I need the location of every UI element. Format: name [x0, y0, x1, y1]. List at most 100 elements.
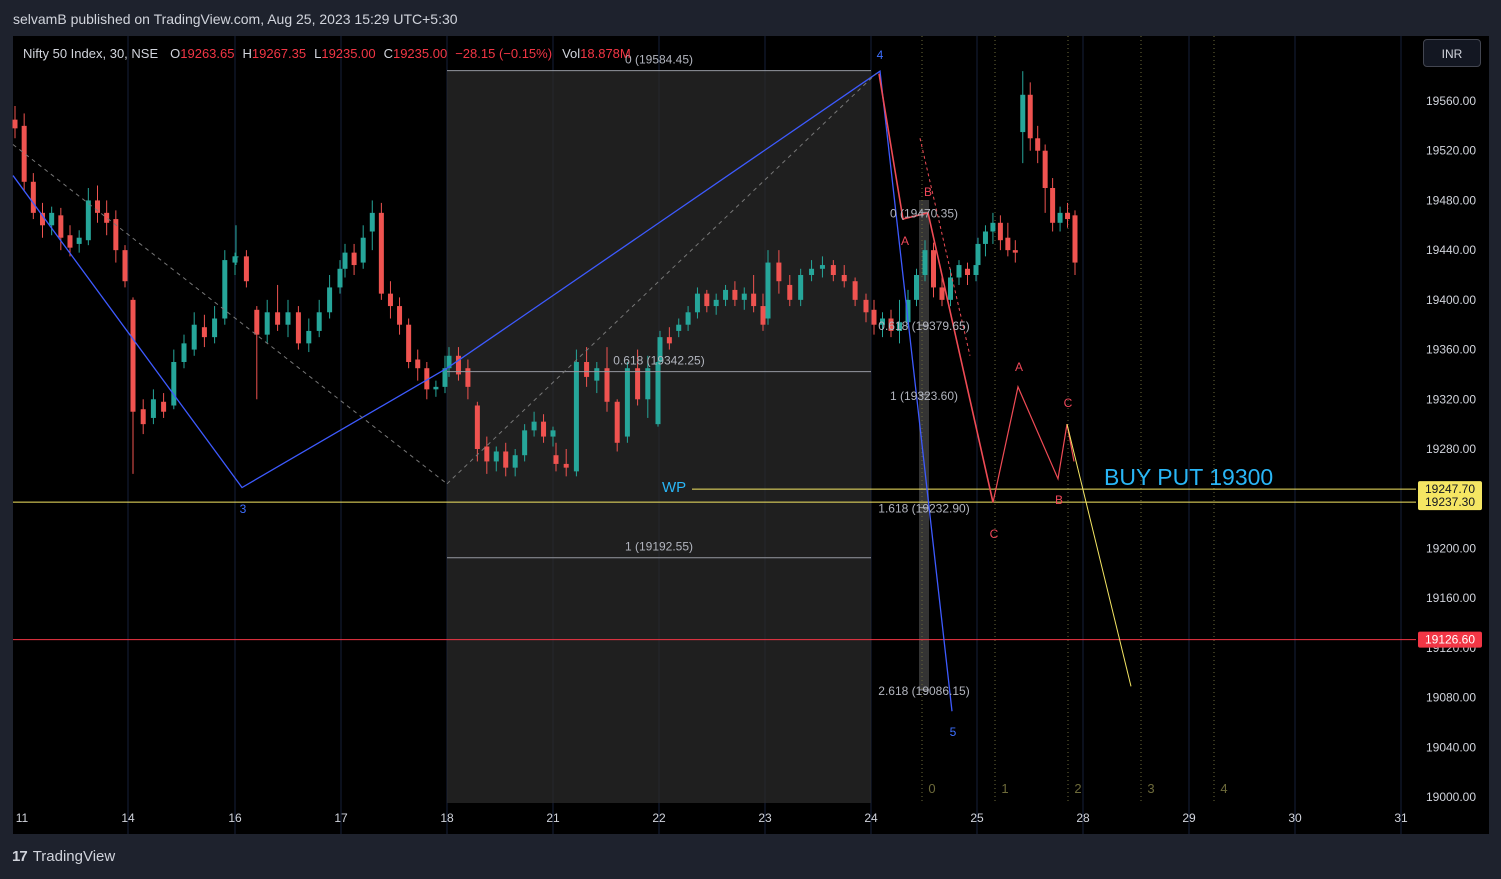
candle-down — [113, 219, 119, 251]
fib-level-label: 1.618 (19232.90) — [878, 502, 969, 516]
time-tick-label: 17 — [334, 811, 348, 825]
trend-dashed-line — [12, 144, 448, 485]
candle-up — [342, 252, 348, 269]
candle-up — [948, 277, 953, 300]
candle-up — [550, 430, 556, 437]
candle-down — [614, 401, 620, 443]
candle-up — [316, 312, 322, 331]
legend-volume-value: 18.878M — [580, 46, 631, 61]
ohlc-legend: Nifty 50 Index, 30, NSE O 19263.65 H 192… — [23, 46, 631, 61]
candle-down — [751, 293, 757, 307]
candle-up — [222, 260, 228, 319]
legend-close-value: 19235.00 — [392, 46, 448, 61]
candle-down — [140, 409, 146, 425]
candle-down — [1035, 138, 1041, 151]
price-tick-label: 19520.00 — [1426, 144, 1476, 158]
candle-up — [990, 222, 996, 232]
time-tick-label: 23 — [758, 811, 772, 825]
candle-up — [819, 265, 825, 269]
candle-up — [306, 330, 312, 344]
candle-down — [122, 250, 128, 282]
time-tick-label: 29 — [1182, 811, 1196, 825]
candle-down — [351, 252, 357, 266]
legend-close-key: C — [383, 46, 393, 61]
candle-down — [888, 318, 894, 331]
candle-up — [765, 262, 771, 319]
time-tick-label: 22 — [652, 811, 666, 825]
candle-down — [584, 362, 590, 377]
candle-up — [676, 324, 682, 331]
price-tick-label: 19360.00 — [1426, 343, 1476, 357]
legend-high-key: H — [242, 46, 252, 61]
price-tick-label: 19200.00 — [1426, 541, 1476, 555]
wave-label: C — [1064, 396, 1073, 410]
price-tick-label: 19000.00 — [1426, 790, 1476, 804]
wave-label: 4 — [877, 48, 884, 62]
tradingview-brand[interactable]: 17 TradingView — [12, 848, 115, 865]
candle-up — [975, 243, 981, 266]
fib-level-label: 0 (19584.45) — [625, 53, 693, 67]
legend-change: −28.15 (−0.15%) — [455, 46, 553, 61]
candle-up — [181, 343, 187, 362]
price-tick-label: 19280.00 — [1426, 442, 1476, 456]
candle-up — [327, 287, 333, 313]
candle-down — [275, 312, 281, 325]
fib-level-label: 0 (19470.35) — [890, 206, 958, 220]
candle-up — [233, 256, 239, 258]
price-tick-label: 19040.00 — [1426, 740, 1476, 754]
price-tick-label: 19400.00 — [1426, 293, 1476, 307]
candle-down — [965, 268, 970, 275]
candle-down — [541, 421, 547, 437]
candle-down — [666, 337, 672, 344]
price-tick-label: 19320.00 — [1426, 392, 1476, 406]
wave-label: B — [1055, 493, 1063, 507]
candle-down — [406, 324, 412, 362]
candle-up — [360, 237, 366, 263]
candle-down — [378, 212, 384, 294]
candle-down — [295, 312, 301, 344]
candle-up — [657, 337, 663, 362]
time-cycle-label: 1 — [1001, 781, 1008, 796]
publish-header: selvamB published on TradingView.com, Au… — [0, 0, 1501, 36]
time-tick-label: 18 — [440, 811, 454, 825]
candle-down — [484, 446, 490, 462]
publish-line: selvamB published on TradingView.com, Au… — [13, 11, 458, 27]
candle-down — [635, 368, 641, 400]
legend-volume-key: Vol — [562, 46, 581, 61]
candle-up — [905, 299, 911, 323]
candle-up — [741, 293, 747, 300]
price-tick-label: 19080.00 — [1426, 691, 1476, 705]
projection-line — [1066, 424, 1132, 687]
candle-up — [212, 318, 218, 338]
candle-down — [931, 250, 936, 288]
candle-up — [369, 212, 375, 232]
candle-up — [191, 324, 197, 350]
currency-button[interactable]: INR — [1423, 39, 1481, 67]
candle-down — [863, 299, 869, 313]
time-tick-label: 14 — [121, 811, 135, 825]
candle-up — [956, 265, 962, 278]
time-tick-label: 28 — [1076, 811, 1090, 825]
legend-low-key: L — [314, 46, 322, 61]
candle-down — [40, 212, 45, 226]
candle-down — [397, 306, 403, 325]
fib-level-label: 1 (19192.55) — [625, 540, 693, 554]
candle-up — [232, 256, 238, 263]
time-cycle-label: 3 — [1147, 781, 1154, 796]
candle-up — [594, 368, 600, 381]
candle-down — [604, 368, 610, 402]
candle-up — [85, 200, 91, 241]
candle-down — [871, 309, 877, 325]
legend-symbol: Nifty 50 Index, 30, NSE — [23, 46, 159, 61]
tradingview-brand-label: TradingView — [32, 848, 116, 865]
candle-down — [161, 401, 167, 412]
price-tick-label: 19160.00 — [1426, 591, 1476, 605]
price-tick-label: 19480.00 — [1426, 193, 1476, 207]
tradingview-logo-icon: 17 — [12, 848, 28, 865]
candle-up — [1057, 212, 1063, 223]
axes-layer: 19560.00 19520.00 19480.00 19440.00 19400.00… — [16, 94, 1482, 825]
time-tick-label: 16 — [228, 811, 242, 825]
candle-down — [30, 181, 36, 213]
labels-layer: 0 (19584.45) 0.618 (19342.25) 1 (19192.55)… — [240, 48, 1274, 796]
